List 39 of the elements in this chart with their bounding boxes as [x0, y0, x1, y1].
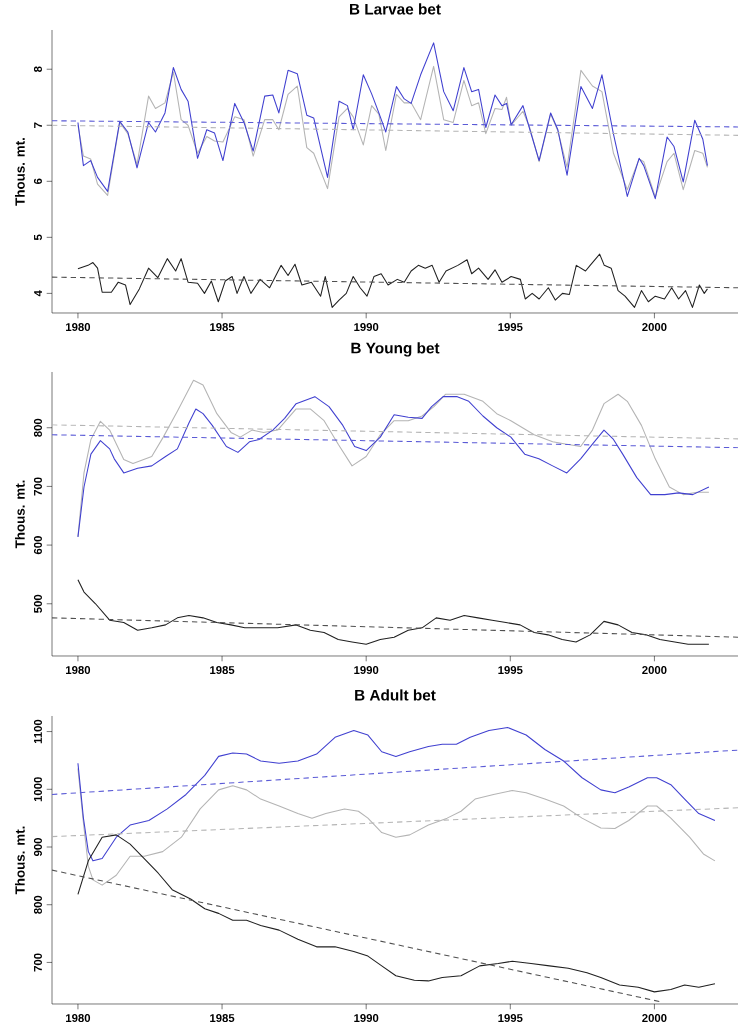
x-tick-label: 1995 [498, 666, 523, 675]
y-tick-label: 1100 [33, 719, 42, 744]
line-series [77, 834, 716, 993]
chart-title: B Adult bet [355, 689, 436, 701]
y-axis-title: Thous. mt. [14, 480, 25, 549]
chart-title: B Young bet [351, 342, 440, 357]
y-tick-label: 6 [33, 178, 42, 185]
x-tick-label: 1990 [354, 1014, 379, 1023]
x-tick-label: 1980 [66, 323, 91, 332]
y-tick-label: 8 [33, 66, 42, 73]
y-tick-label: 800 [33, 418, 42, 437]
x-tick-label: 2000 [642, 323, 667, 332]
x-tick-label: 1995 [498, 323, 523, 332]
x-tick-label: 1985 [210, 1014, 235, 1023]
line-series [77, 42, 708, 200]
y-axis-title: Thous. mt. [14, 826, 25, 895]
y-tick-label: 800 [33, 895, 42, 914]
y-axis-title: Thous. mt. [14, 138, 25, 206]
y-tick-label: 900 [33, 838, 42, 857]
y-tick-label: 700 [33, 953, 42, 972]
line-series [77, 253, 708, 308]
x-tick-label: 1985 [210, 323, 235, 332]
y-tick-label: 600 [33, 536, 42, 555]
y-tick-label: 700 [33, 477, 42, 496]
x-tick-label: 1980 [66, 666, 91, 675]
line-series [77, 726, 716, 862]
y-tick-label: 5 [34, 234, 42, 241]
chart-title: B Larvae bet [350, 3, 441, 15]
x-tick-label: 1995 [498, 1014, 523, 1023]
y-tick-label: 1000 [33, 777, 42, 802]
x-tick-label: 1980 [66, 1014, 91, 1023]
x-tick-label: 1990 [354, 666, 379, 675]
y-tick-label: 7 [34, 122, 42, 128]
y-tick-label: 500 [33, 594, 42, 613]
x-tick-label: 2000 [642, 1014, 667, 1023]
x-tick-label: 1990 [354, 323, 379, 332]
y-tick-label: 4 [34, 290, 42, 297]
x-tick-label: 2000 [642, 666, 667, 675]
x-tick-label: 1985 [210, 666, 235, 675]
